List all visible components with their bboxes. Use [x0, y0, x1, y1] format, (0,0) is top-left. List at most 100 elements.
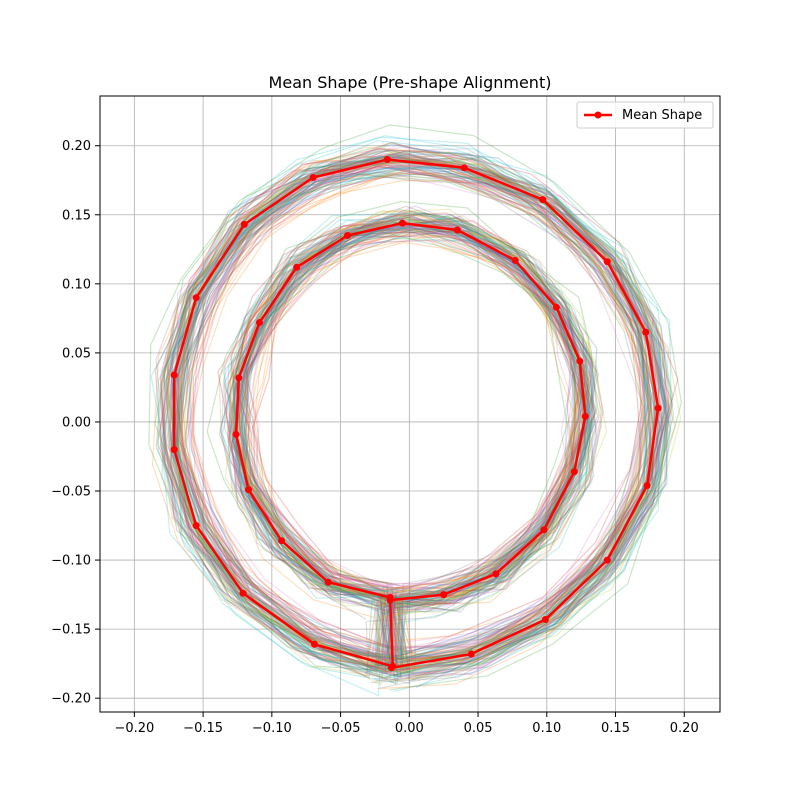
aligned-shape-line: [161, 136, 668, 692]
aligned-shape-line: [172, 161, 652, 673]
aligned-shape-line: [183, 170, 656, 660]
mean-shape-point: [245, 486, 252, 494]
aligned-shape-line: [174, 155, 668, 663]
aligned-shape-line: [192, 172, 651, 674]
aligned-shape-line: [169, 157, 665, 672]
y-tick-label: −0.10: [51, 554, 91, 569]
mean-shape-point: [344, 232, 351, 239]
aligned-shape-line: [176, 155, 670, 672]
mean-shape-point: [492, 570, 500, 578]
x-tick-label: −0.15: [183, 721, 223, 736]
aligned-shape-line: [180, 157, 643, 658]
mean-shape-point: [603, 556, 611, 564]
legend: Mean Shape: [576, 101, 714, 129]
aligned-shape-line: [166, 153, 663, 678]
x-tick-label: −0.05: [321, 721, 361, 736]
mean-shape-point: [170, 371, 178, 379]
aligned-shape-line: [164, 140, 673, 672]
mean-shape-point: [232, 430, 240, 438]
x-tick-label: 0.20: [670, 721, 699, 736]
y-tick-label: −0.15: [51, 623, 91, 638]
aligned-shape-line: [192, 154, 651, 660]
aligned-shape-line: [150, 135, 672, 697]
aligned-shape-line: [178, 161, 682, 686]
aligned-shape-line: [177, 151, 668, 671]
aligned-shape-line: [164, 159, 667, 682]
mean-shape-point: [386, 593, 394, 601]
mean-shape-point: [309, 174, 317, 181]
mean-shape-point: [383, 156, 391, 163]
aligned-shape-line: [161, 163, 646, 673]
mean-shape-point: [570, 468, 578, 476]
aligned-shape-line: [188, 168, 649, 664]
aligned-shape-line: [161, 148, 674, 685]
aligned-shape-line: [192, 172, 658, 653]
mean-shape-point: [192, 294, 200, 302]
y-tick-label: −0.05: [51, 485, 91, 500]
aligned-shape-line: [173, 172, 655, 655]
aligned-shape-line: [148, 124, 683, 691]
y-tick-label: 0.15: [62, 208, 91, 223]
mean-shape-point: [453, 226, 461, 234]
mean-shape-point: [239, 589, 247, 597]
y-tick-label: 0.20: [62, 139, 91, 154]
y-tick-label: −0.20: [51, 692, 91, 707]
mean-shape-point: [642, 328, 650, 336]
aligned-shape-line: [170, 162, 670, 681]
y-tick-label: 0.05: [62, 346, 91, 361]
aligned-shape-line: [172, 149, 669, 682]
aligned-shape-line: [183, 161, 649, 660]
x-tick-label: 0.15: [601, 721, 630, 736]
aligned-shape-line: [175, 153, 647, 653]
aligned-shape-line: [159, 146, 671, 670]
legend-marker: [594, 111, 602, 119]
mean-shape-point: [541, 616, 549, 623]
x-tick-label: 0.05: [464, 721, 493, 736]
aligned-shape-line: [167, 156, 665, 668]
y-axis: −0.20 −0.15 −0.10 −0.05 0.00 0.05 0.10 0.15 0.20: [51, 139, 100, 707]
aligned-shape-line: [176, 160, 655, 681]
mean-shape-point: [539, 196, 547, 204]
aligned-shape-line: [159, 148, 679, 679]
aligned-shape-line: [171, 153, 662, 677]
aligned-shape-line: [155, 148, 670, 689]
aligned-shape-line: [170, 153, 660, 682]
aligned-shape-line: [174, 143, 670, 676]
mean-shape-point: [235, 374, 243, 382]
aligned-shape-line: [174, 165, 652, 661]
aligned-shape-line: [173, 173, 655, 662]
mean-shape-point: [170, 446, 178, 454]
y-tick-label: 0.00: [62, 415, 91, 430]
mean-shape-point: [603, 258, 611, 266]
aligned-shape-line: [186, 165, 646, 649]
mean-shape-point: [654, 404, 662, 412]
x-tick-label: 0.10: [532, 721, 561, 736]
plot-frame: [99, 95, 721, 713]
aligned-shape-line: [154, 142, 663, 674]
aligned-shapes: [148, 124, 683, 697]
aligned-shape-line: [173, 167, 646, 662]
legend-box: [576, 101, 714, 129]
aligned-shape-line: [171, 156, 655, 667]
aligned-shape-line: [176, 150, 671, 683]
aligned-shape-line: [173, 150, 650, 670]
aligned-shape-line: [189, 173, 645, 659]
mean-shape-point: [581, 412, 589, 420]
mean-shape-series: [170, 156, 662, 672]
legend-label: Mean Shape: [622, 108, 702, 123]
mean-shape-point: [440, 591, 448, 599]
aligned-shape-line: [159, 164, 657, 677]
aligned-shape-line: [166, 150, 660, 667]
mean-shape-point: [576, 357, 584, 365]
aligned-shape-line: [176, 170, 661, 675]
aligned-shape-line: [171, 155, 668, 676]
aligned-shape-line: [174, 161, 654, 677]
mean-shape-point: [256, 319, 263, 326]
aligned-shape-line: [185, 165, 661, 663]
aligned-shape-line: [171, 167, 654, 673]
aligned-shape-line: [156, 155, 653, 665]
aligned-shape-line: [171, 165, 649, 663]
mean-shape-point: [552, 303, 560, 311]
aligned-shape-line: [177, 164, 650, 665]
x-tick-label: −0.20: [114, 721, 154, 736]
